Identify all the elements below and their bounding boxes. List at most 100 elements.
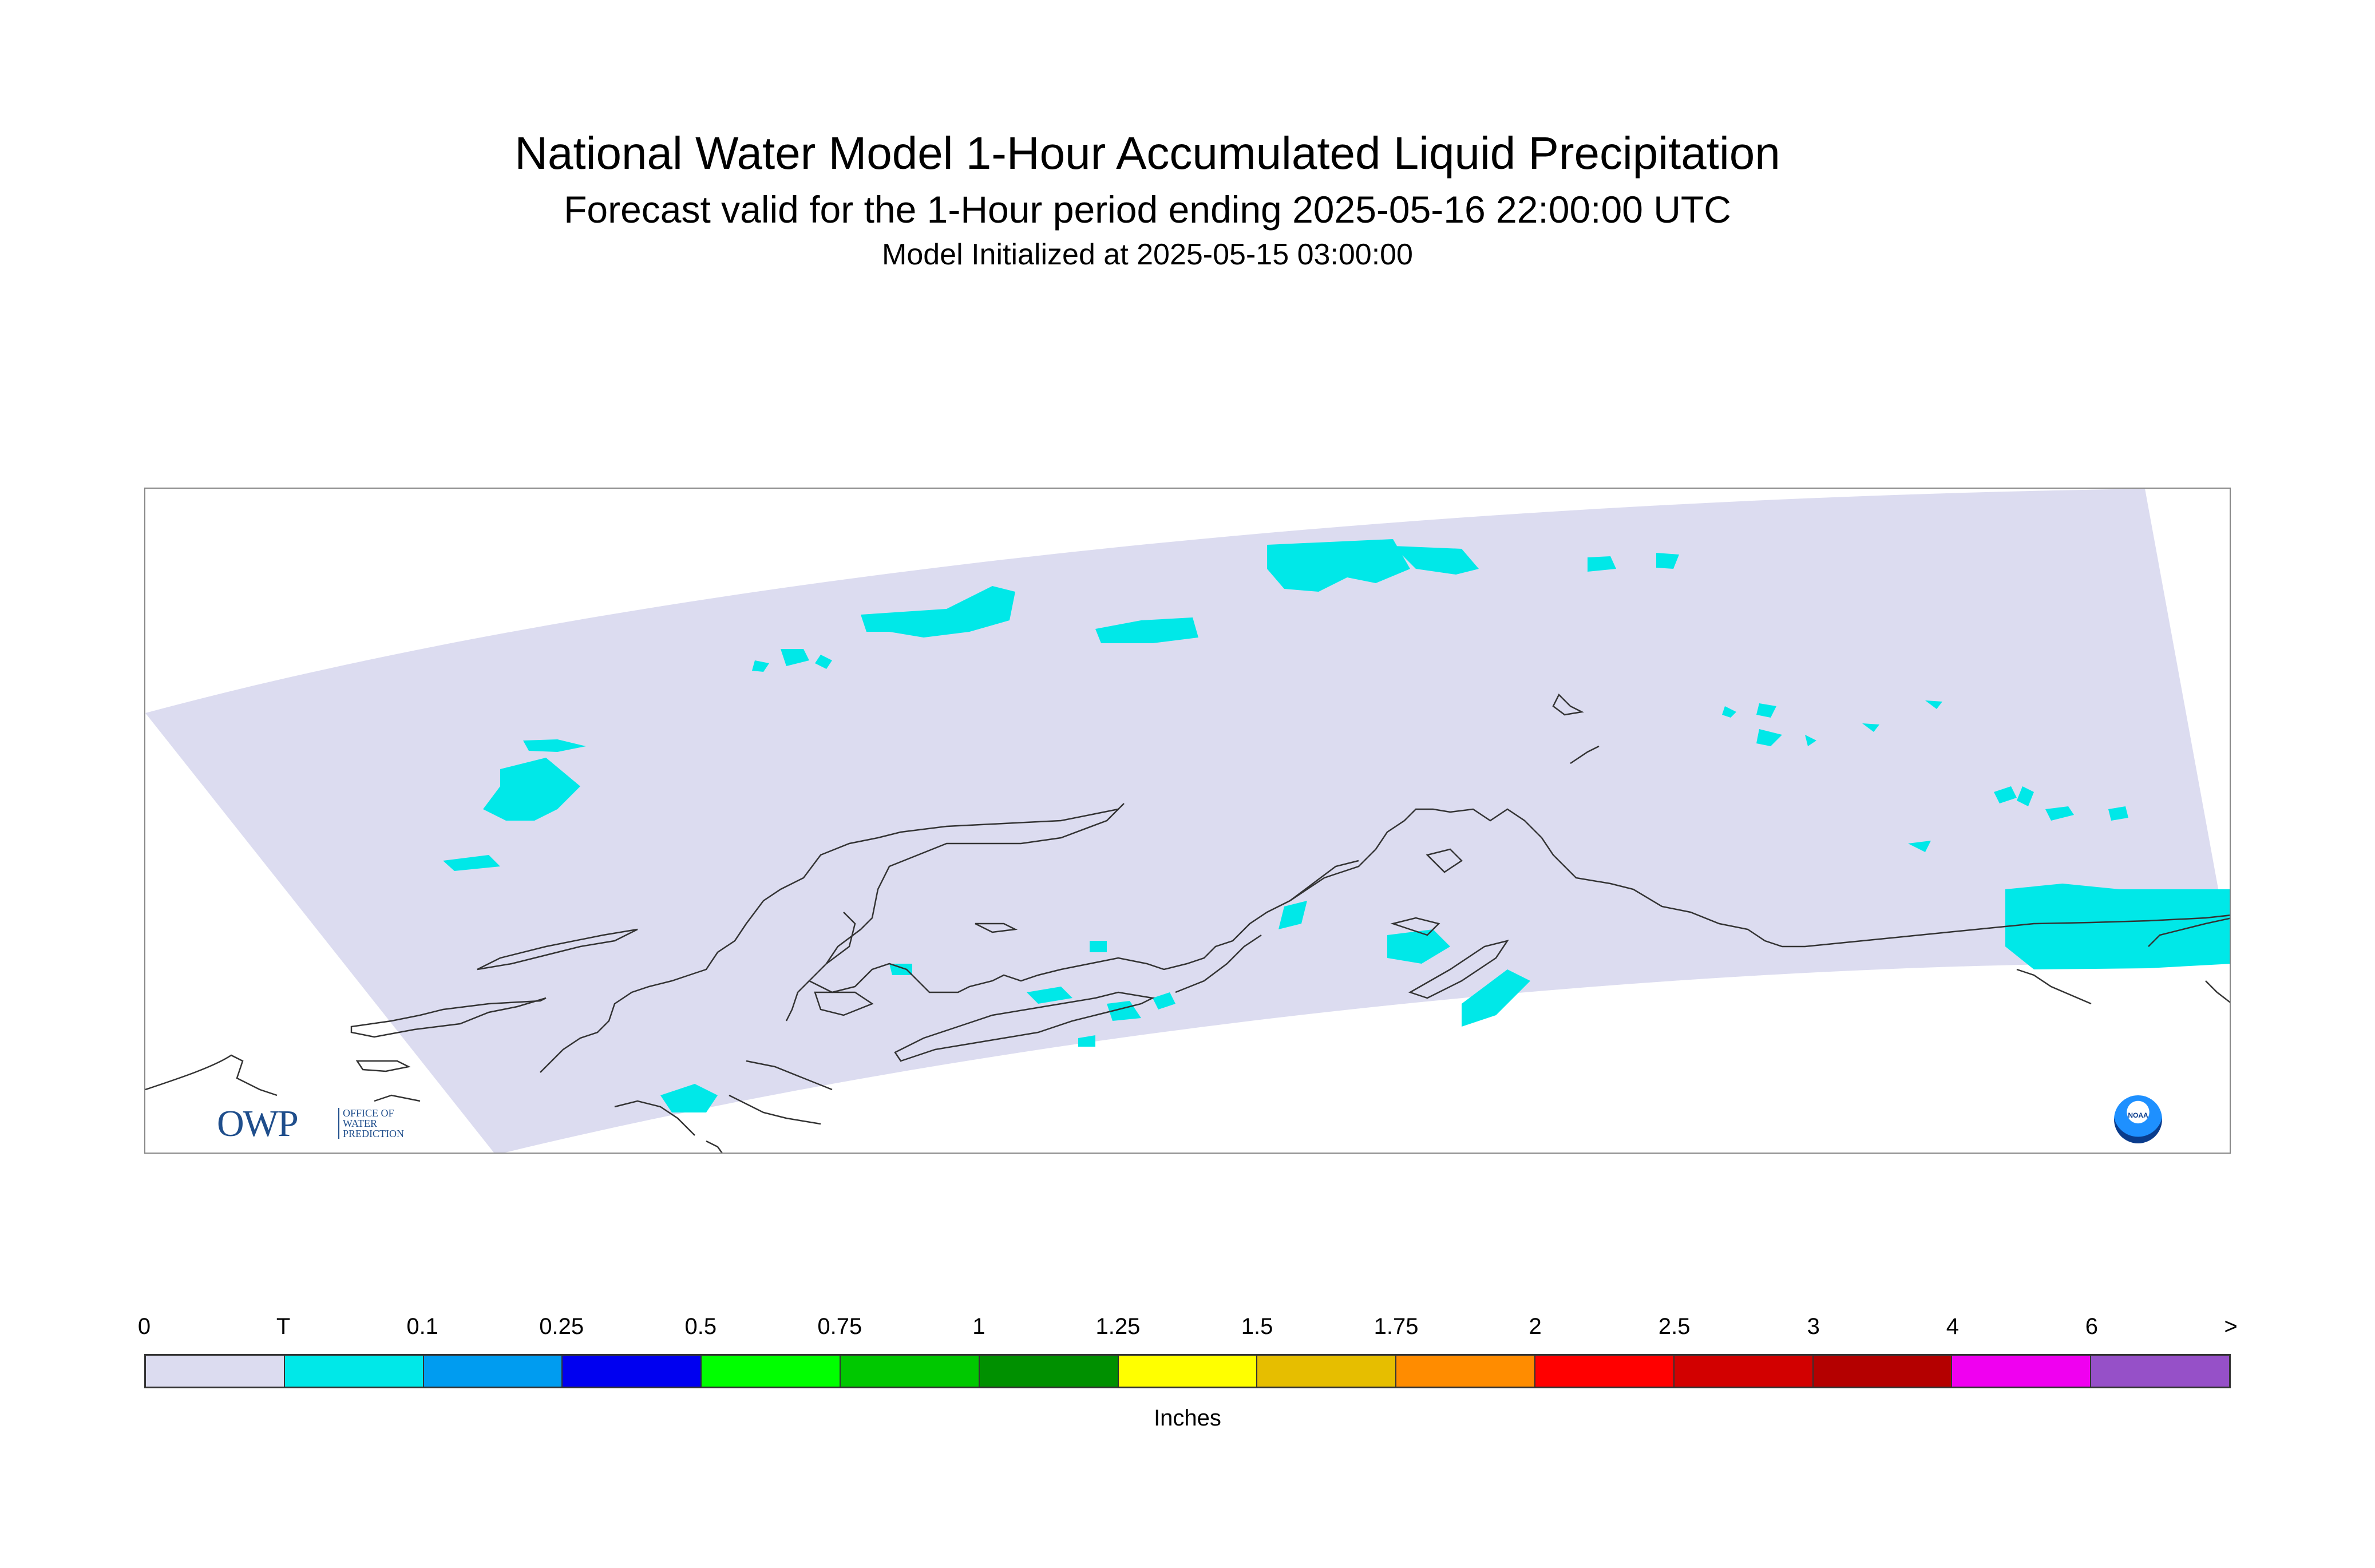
legend-tick-label: 6 <box>2085 1314 2099 1339</box>
legend-tick-label: 0.5 <box>684 1314 717 1339</box>
legend-swatch <box>423 1356 563 1387</box>
precip-area <box>523 739 586 752</box>
legend-tick-label: 0.25 <box>539 1314 584 1339</box>
legend-swatch <box>1952 1356 2092 1387</box>
coastline <box>2205 980 2230 1003</box>
coastline <box>374 1094 421 1102</box>
legend-swatch <box>284 1356 424 1387</box>
precip-area <box>1862 723 1879 732</box>
legend-swatch <box>1674 1356 1814 1387</box>
precip-area <box>1095 617 1198 643</box>
precip-area <box>1078 1035 1095 1047</box>
legend-swatch <box>1396 1356 1535 1387</box>
coastline <box>540 803 2230 1073</box>
precip-area <box>1805 735 1816 746</box>
coastline <box>1426 848 1463 873</box>
legend-tick-label: 2 <box>1529 1314 1542 1339</box>
precip-area <box>752 660 769 672</box>
color-legend <box>144 1354 2231 1388</box>
legend-tick-label: > <box>2224 1314 2238 1339</box>
legend-tick-label: 1.75 <box>1373 1314 1419 1339</box>
legend-tick-label: 2.5 <box>1658 1314 1691 1339</box>
precip-area <box>889 964 912 975</box>
precip-area <box>1387 929 1450 964</box>
precip-area <box>1090 941 1107 952</box>
coastline <box>1408 940 1509 999</box>
legend-tick-label: 1.5 <box>1241 1314 1273 1339</box>
owp-logo-subtext: OFFICE OF WATER PREDICTION <box>338 1108 404 1139</box>
legend-swatch <box>1257 1356 1397 1387</box>
coastline <box>1289 860 1359 901</box>
precip-trace-areas <box>443 539 2230 1112</box>
precip-area <box>1656 553 1679 569</box>
precip-area <box>1722 706 1736 718</box>
legend-tick-label: 4 <box>1946 1314 1959 1339</box>
coastline <box>355 1060 411 1072</box>
precip-area <box>1027 987 1072 1004</box>
precip-area <box>1908 841 1931 852</box>
legend-swatch <box>702 1356 841 1387</box>
precip-area <box>1756 703 1776 718</box>
legend-swatch <box>146 1356 285 1387</box>
legend-swatch <box>840 1356 980 1387</box>
map-title: National Water Model 1-Hour Accumulated … <box>514 128 1780 179</box>
coastline <box>1570 745 1600 765</box>
legend-tick-label: 0.1 <box>406 1314 438 1339</box>
precip-area <box>443 855 500 871</box>
precip-area <box>2005 884 2230 969</box>
coastline <box>2016 968 2092 1005</box>
legend-tick-label: 0 <box>137 1314 151 1339</box>
coastline <box>746 1060 833 1091</box>
coastline <box>785 980 810 1021</box>
legend-swatch <box>2091 1356 2229 1387</box>
precip-area <box>2017 786 2034 806</box>
precip-area <box>1925 700 1942 709</box>
precip-area <box>660 1084 718 1112</box>
coastline <box>814 991 874 1016</box>
legend-swatch <box>563 1356 702 1387</box>
legend-tick-label: 1 <box>972 1314 985 1339</box>
coastline <box>1552 693 1584 716</box>
legend-swatch <box>1118 1356 1258 1387</box>
legend-tick-label: 1.25 <box>1095 1314 1141 1339</box>
coastline <box>1175 934 1262 993</box>
precip-area <box>2045 806 2074 821</box>
precip-area <box>1153 992 1175 1009</box>
precip-area <box>1756 729 1782 746</box>
coastline <box>1390 917 1440 936</box>
precip-area <box>483 758 580 821</box>
owp-logo-text: OWP <box>217 1103 299 1145</box>
coastline <box>975 922 1018 933</box>
precip-area <box>1462 969 1530 1027</box>
coastlines <box>145 693 2230 1153</box>
noaa-logo: NOAA <box>2114 1095 2162 1143</box>
precip-area <box>2108 806 2128 821</box>
precip-area <box>1278 901 1307 929</box>
precip-area <box>1393 546 1479 575</box>
coastline <box>2148 917 2230 947</box>
legend-swatch <box>979 1356 1119 1387</box>
coastline <box>706 1140 723 1153</box>
map-canvas <box>145 489 2230 1153</box>
coastline <box>145 1054 278 1096</box>
legend-tick-label: 3 <box>1807 1314 1820 1339</box>
precip-area <box>1994 786 2017 803</box>
coastline <box>614 1100 695 1136</box>
noaa-logo-text: NOAA <box>2128 1111 2148 1119</box>
coastline <box>350 997 547 1038</box>
precip-area <box>1588 556 1616 572</box>
model-domain <box>145 489 2230 1153</box>
coastline <box>894 991 1155 1062</box>
precip-area <box>861 586 1015 638</box>
coastline <box>729 1094 821 1125</box>
map-subtitle: Forecast valid for the 1-Hour period end… <box>564 188 1731 231</box>
legend-swatch <box>1813 1356 1953 1387</box>
legend-tick-label: T <box>276 1314 291 1339</box>
precip-area <box>815 655 832 669</box>
model-init-time: Model Initialized at 2025-05-15 03:00:00 <box>882 238 1413 271</box>
coastline <box>477 928 638 971</box>
precip-area <box>781 649 809 666</box>
legend-tick-label: 0.75 <box>817 1314 862 1339</box>
legend-units: Inches <box>1154 1405 1221 1431</box>
coastline <box>826 912 856 964</box>
